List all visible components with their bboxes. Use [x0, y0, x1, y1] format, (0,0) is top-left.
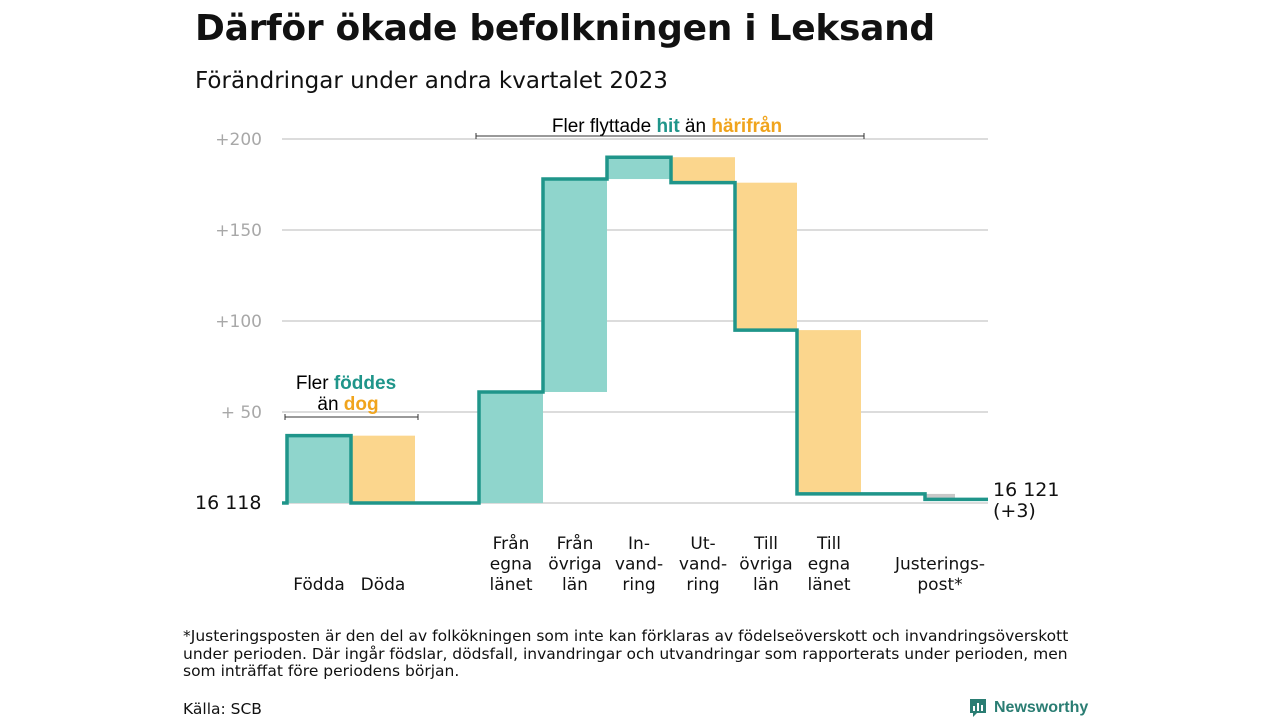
- annotation-births-line2: än dog: [317, 394, 378, 415]
- annotation-births: Fler föddes än dog: [284, 373, 419, 420]
- chart-title: Därför ökade befolkningen i Leksand: [195, 8, 935, 49]
- footnote: *Justeringsposten är den del av folkökni…: [183, 627, 1069, 680]
- x-label-utvandring: Ut-vand-ring: [679, 534, 727, 595]
- y-tick-label-100: +100: [215, 312, 262, 332]
- start-value-label: 16 118: [195, 492, 261, 514]
- x-label-döda: Döda: [361, 575, 406, 595]
- chart-subtitle: Förändringar under andra kvartalet 2023: [195, 68, 668, 94]
- annotation-births-line1: Fler föddes: [296, 373, 396, 394]
- bar-justeringspost-: [925, 493, 955, 500]
- bar-utvandring: [671, 157, 735, 183]
- y-tick-label-200: +200: [215, 130, 262, 150]
- bar-invandring: [607, 157, 671, 180]
- annotation-births-bracket: [284, 414, 419, 420]
- bar-döda: [351, 435, 415, 503]
- x-label-till-övriga-län: Till övriga län: [739, 534, 792, 595]
- annotation-moves-text: Fler flyttade hit än härifrån: [552, 116, 782, 137]
- source: Källa: SCB: [183, 700, 262, 718]
- labels: +200 +150 +100 + 50 Födda Döda Från egna länet Fr…: [195, 130, 1059, 595]
- x-label-till-egna-länet: Till egna länet: [807, 534, 850, 595]
- x-label-från-övriga-län: Från övriga län: [548, 533, 601, 595]
- x-label-födda: Födda: [293, 575, 345, 595]
- y-tick-label-50: + 50: [221, 403, 262, 423]
- bar-från-övriga-län: [543, 179, 607, 392]
- x-label-invandring: In-vand-ring: [615, 534, 663, 595]
- annotation-moves: Fler flyttade hit än härifrån: [475, 116, 865, 139]
- end-value-label: 16 121: [993, 479, 1059, 501]
- step-line: [282, 155, 988, 505]
- x-label-justeringspost-: Justerings-post*: [894, 555, 985, 596]
- y-tick-label-150: +150: [215, 221, 262, 241]
- newsworthy-logo-icon: [970, 699, 986, 717]
- x-label-från-egna-länet: Från egna länet: [489, 533, 532, 595]
- annotation-moves-bracket: [475, 133, 865, 139]
- brand[interactable]: Newsworthy: [968, 697, 1088, 719]
- step-line-group: [282, 155, 988, 505]
- bar-till-egna-länet: [797, 330, 861, 494]
- bars: [287, 157, 955, 503]
- brand-name: Newsworthy: [994, 699, 1089, 716]
- bar-från-egna-länet: [479, 391, 543, 503]
- end-change-label: (+3): [993, 500, 1036, 522]
- bar-födda: [287, 435, 351, 503]
- bar-till-övriga-län: [735, 182, 797, 331]
